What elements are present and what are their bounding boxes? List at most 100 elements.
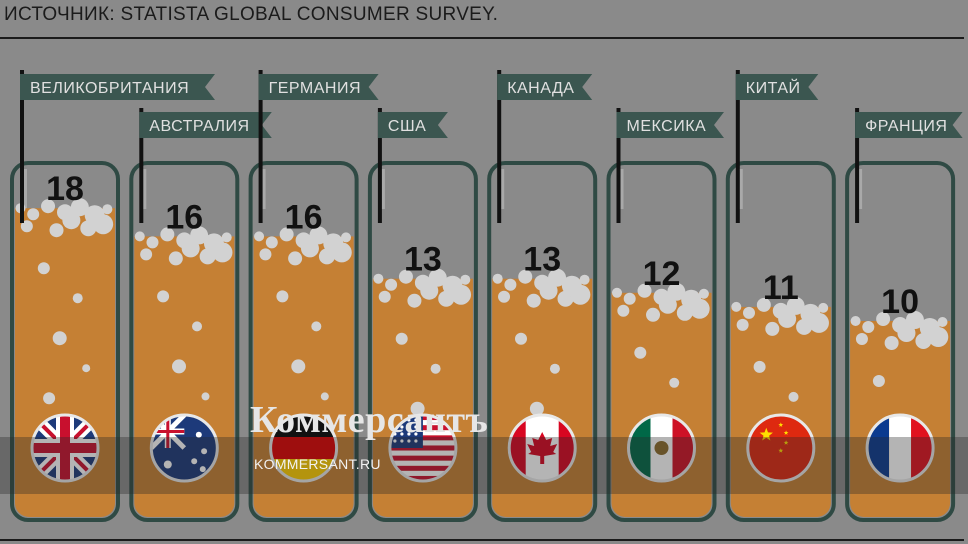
rising-bubble: [320, 392, 329, 401]
foam-bubble: [398, 269, 413, 284]
flag-ring: [269, 413, 339, 483]
foam-bubble: [378, 290, 391, 303]
foam-bubble: [731, 301, 742, 312]
flag-banner: [377, 112, 448, 138]
foam-bubble: [623, 292, 636, 305]
foam-bubble: [526, 293, 541, 308]
foam-bubble: [765, 321, 780, 336]
flag-ring: [746, 413, 816, 483]
country-label: ФРАНЦИЯ: [865, 118, 947, 135]
foam-bubble: [190, 226, 209, 245]
beer-bar: [611, 282, 712, 517]
value-label: 13: [404, 241, 442, 279]
flag-banner: [139, 112, 272, 138]
tube-highlight: [499, 169, 505, 209]
foam-bubble: [41, 199, 56, 214]
rising-bubble: [529, 401, 544, 416]
foam-bubble: [70, 198, 89, 217]
foam-bubble: [646, 307, 661, 322]
flag-banner: [855, 112, 963, 138]
foam-bubble: [557, 290, 574, 307]
tube-mexico: 12 МЕКСИКА: [606, 108, 724, 522]
flag-pole: [497, 70, 502, 223]
tube-canada: 13 КАНАДА: [487, 70, 598, 522]
foam-bubble: [373, 273, 384, 284]
value-label: 18: [46, 170, 84, 208]
rising-bubble: [669, 377, 680, 388]
foam-bubble: [667, 282, 686, 301]
foam-bubble: [407, 293, 422, 308]
foam-bubble: [254, 231, 265, 242]
foam-bubble: [212, 242, 233, 263]
foam-bubble: [492, 273, 503, 284]
tube-highlight: [618, 169, 624, 209]
beer-fill: [611, 292, 712, 517]
value-label: 13: [523, 241, 561, 279]
bottom-divider: [0, 539, 964, 541]
flag-banner: [497, 74, 593, 100]
foam-bubble: [570, 284, 591, 305]
value-label: 16: [285, 198, 323, 236]
watermark-brand: Коммерсантъ: [250, 399, 489, 441]
beer-fill: [730, 306, 831, 517]
tube-france: 10 ФРАНЦИЯ: [845, 108, 963, 522]
foam-bubble: [743, 306, 755, 319]
foam-bubble: [579, 274, 590, 285]
foam-bubble: [698, 288, 709, 299]
rising-bubble: [395, 332, 408, 345]
foam-bubble: [928, 327, 949, 347]
foam-bubble: [504, 278, 517, 291]
tube-australia: 16 АВСТРАЛИЯ: [129, 108, 272, 522]
flag-banner: [616, 112, 724, 138]
foam-bubble: [451, 284, 472, 305]
foam-bubble: [756, 297, 771, 312]
tube-germany: 16 ГЕРМАНИЯ: [248, 70, 379, 522]
foam-bubble: [279, 227, 294, 242]
foam-bubble: [49, 223, 64, 238]
rising-bubble: [172, 359, 186, 374]
foam-bubble: [850, 316, 861, 326]
top-divider: [0, 37, 964, 39]
foam-bubble: [905, 311, 924, 329]
foam-bubble: [20, 220, 33, 233]
country-label: ВЕЛИКОБРИТАНИЯ: [30, 80, 189, 97]
value-label: 12: [643, 255, 681, 293]
foam-bubble: [876, 312, 891, 326]
tube-highlight: [737, 169, 743, 209]
rising-bubble: [872, 375, 885, 387]
rising-bubble: [788, 391, 799, 402]
flag-pole: [616, 108, 621, 223]
tube-usa: 13 США: [367, 108, 478, 522]
tube-highlight: [22, 169, 27, 209]
foam-bubble: [460, 274, 471, 285]
china-flag-icon: [747, 415, 814, 481]
foam-bubble: [518, 269, 533, 284]
beer-fill: [492, 278, 593, 517]
foam-bubble: [855, 333, 868, 345]
foam-bubble: [611, 287, 622, 298]
foam-bubble: [658, 295, 677, 314]
flag-banner: [735, 74, 819, 100]
foam-bubble: [637, 283, 652, 298]
country-label: КИТАЙ: [746, 78, 801, 97]
rising-bubble: [634, 346, 647, 359]
tube-china: 11 КИТАЙ: [725, 70, 836, 522]
foam-bubble: [341, 232, 351, 243]
rising-bubble: [192, 321, 203, 332]
foam-bubble: [428, 268, 447, 287]
rising-bubble: [276, 290, 289, 303]
foam-bubble: [498, 290, 511, 303]
foam-bubble: [778, 309, 797, 328]
foam-bubble: [309, 226, 328, 245]
flag-banner: [258, 74, 379, 100]
foam-bubble: [140, 248, 153, 261]
flag-pole: [855, 108, 860, 223]
flag-ring: [627, 413, 696, 483]
flag-pole: [377, 108, 382, 223]
foam-bubble: [385, 278, 398, 291]
rising-bubble: [72, 293, 83, 304]
tube-highlight: [141, 169, 147, 209]
foam-bubble: [539, 281, 558, 300]
